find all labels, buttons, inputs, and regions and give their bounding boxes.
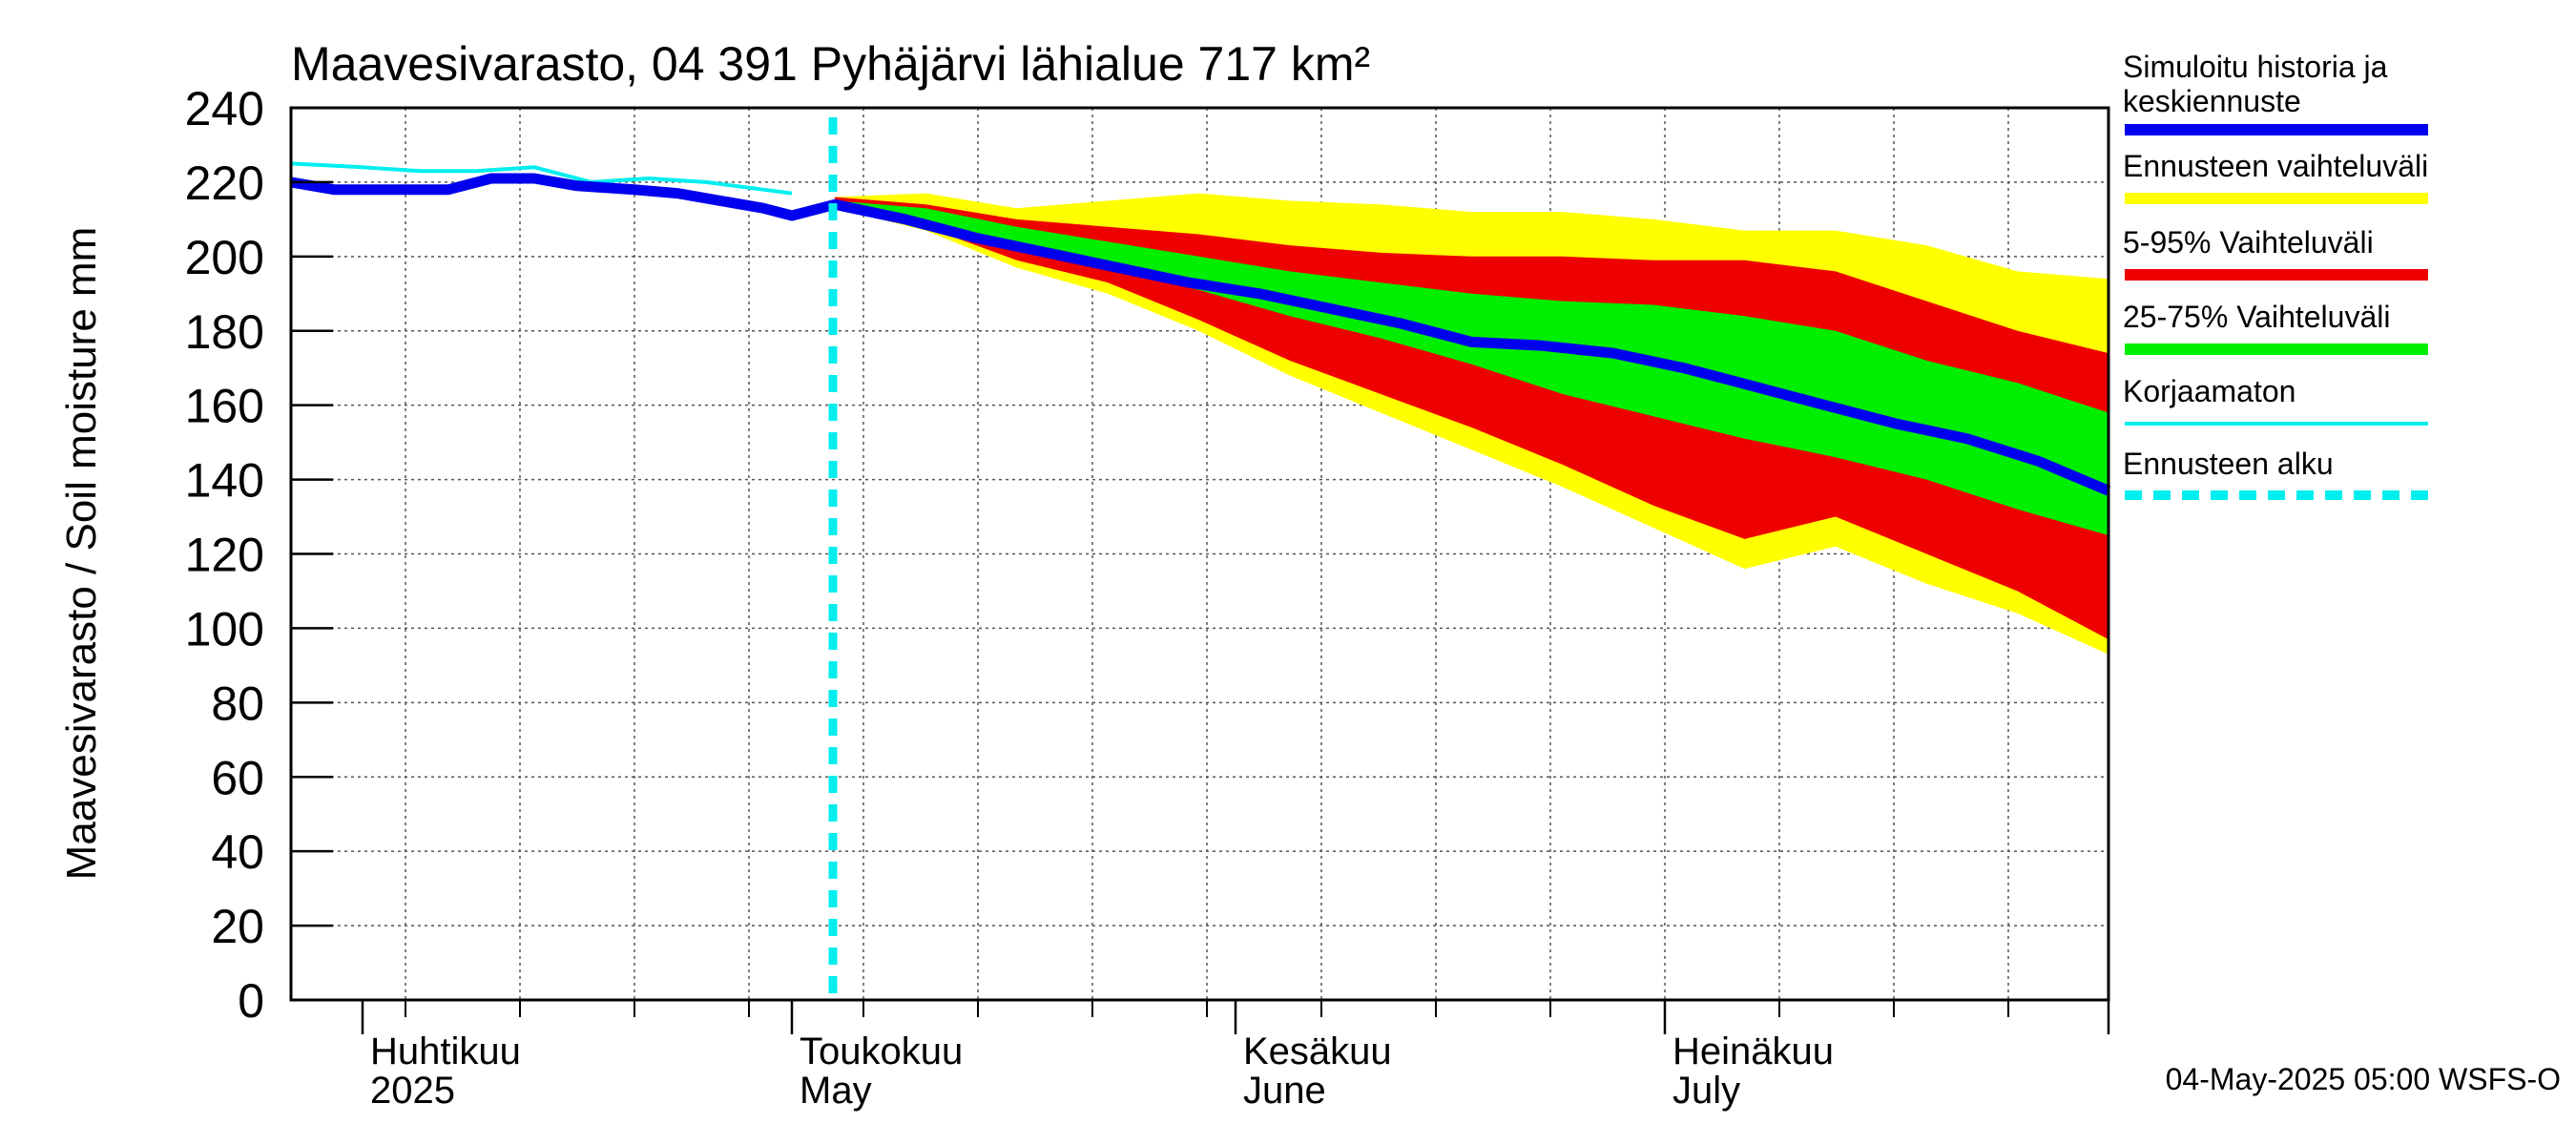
x-month-sublabel: July [1672,1070,1740,1112]
legend-item-simulated: Simuloitu historia ja keskiennuste [2123,50,2562,141]
x-month-label: Huhtikuu [370,1030,521,1072]
y-tick-label: 120 [185,529,264,582]
line-uncorrected [290,161,793,196]
plot-frame [289,106,2110,1002]
legend-swatch-25-75 [2125,344,2428,355]
x-month-sublabel: June [1243,1070,1326,1112]
legend-label-25-75: 25-75% Vaihteluväli [2123,300,2391,334]
legend-swatch-forecast-start [2125,490,2428,500]
legend-item-range: Ennusteen vaihteluväli [2123,141,2562,218]
data-lines [290,117,2111,1000]
legend-swatch-simulated [2125,124,2428,135]
legend-swatch-5-95 [2125,269,2428,281]
x-month-sublabel: 2025 [370,1070,455,1112]
legend-label-5-95: 5-95% Vaihteluväli [2123,225,2374,260]
legend-item-forecast-start: Ennusteen alku [2123,441,2562,515]
x-month-sublabel: May [800,1070,872,1112]
y-tick-label: 200 [185,231,264,284]
y-tick-label: 220 [185,156,264,210]
y-tick-label: 40 [211,825,264,879]
legend-item-25-75: 25-75% Vaihteluväli [2123,292,2562,366]
legend-item-5-95: 5-95% Vaihteluväli [2123,218,2562,292]
chart-title: Maavesivarasto, 04 391 Pyhäjärvi lähialu… [291,37,1370,91]
y-tick-label: 20 [211,900,264,953]
x-month-label: Kesäkuu [1243,1030,1392,1072]
legend-label-simulated: Simuloitu historia ja keskiennuste [2123,50,2388,118]
y-tick-label: 140 [185,454,264,508]
y-tick-label: 60 [211,751,264,804]
legend-label-uncorrected: Korjaamaton [2123,374,2296,408]
y-tick-label: 180 [185,305,264,359]
forecast-bands [835,193,2109,655]
y-tick-label: 240 [185,82,264,135]
legend-swatch-range [2125,193,2428,204]
legend-swatch-uncorrected [2125,422,2428,426]
y-tick-label: 80 [211,677,264,730]
timestamp-footer: 04-May-2025 05:00 WSFS-O [2165,1062,2561,1096]
y-tick-label: 0 [238,974,264,1028]
y-tick-label: 160 [185,380,264,433]
y-tick-label: 100 [185,602,264,656]
y-axis-label: Maavesivarasto / Soil moisture mm [58,227,105,881]
legend-item-uncorrected: Korjaamaton [2123,366,2562,441]
line-simulated-median [290,173,2111,496]
legend: Simuloitu historia ja keskiennuste Ennus… [2123,50,2562,515]
x-month-label: Heinäkuu [1672,1030,1834,1072]
x-month-label: Toukokuu [800,1030,963,1072]
band-5-95 [835,197,2109,640]
legend-label-range: Ennusteen vaihteluväli [2123,149,2429,183]
band-25-75 [835,200,2109,535]
legend-label-forecast-start: Ennusteen alku [2123,447,2334,481]
axes: 0 20 40 60 80 100 120 140 160 180 200 220 240 Huhtiku… [185,82,2110,1112]
